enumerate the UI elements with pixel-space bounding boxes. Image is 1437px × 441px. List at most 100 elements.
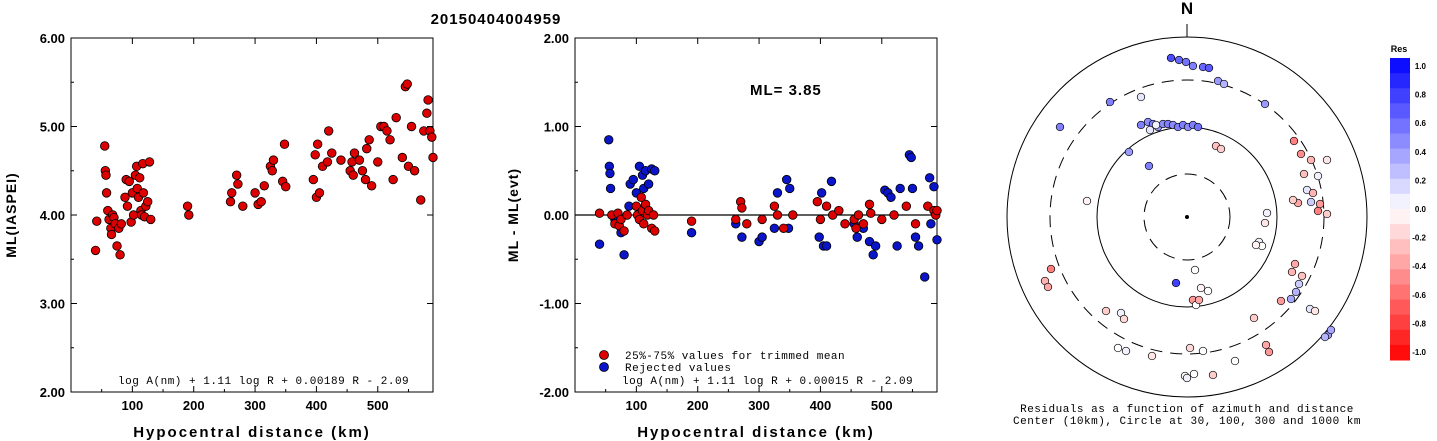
trimmed-point	[757, 214, 767, 225]
rejected-point	[643, 179, 654, 189]
data-point	[364, 135, 374, 145]
polar-point	[1194, 295, 1204, 305]
trimmed-point	[901, 201, 912, 211]
data-point	[373, 157, 383, 167]
rejected-point	[826, 176, 837, 187]
colorbar-cell	[1390, 163, 1410, 180]
trimmed-point	[877, 214, 887, 225]
polar-point	[1136, 92, 1146, 102]
rejected-point	[757, 232, 767, 242]
data-point	[336, 155, 346, 165]
data-point	[314, 188, 325, 198]
data-point	[423, 95, 433, 105]
data-point	[312, 139, 323, 149]
polar-point	[1119, 314, 1129, 324]
x-tick-label: 400	[306, 398, 328, 413]
data-point	[402, 79, 412, 89]
data-point	[428, 152, 438, 163]
rejected-point	[920, 272, 930, 282]
polar-point	[1313, 171, 1323, 181]
rejected-point	[737, 232, 747, 242]
polar-point	[1203, 286, 1213, 296]
legend-trimmed-marker	[599, 350, 609, 360]
trimmed-point	[686, 216, 697, 226]
rejected-point	[852, 232, 862, 242]
y-tick-label: 1.00	[544, 120, 569, 135]
polar-point	[1306, 197, 1316, 207]
trimmed-point	[864, 199, 875, 210]
polar-point	[1291, 287, 1301, 297]
polar-point	[1043, 282, 1053, 292]
data-point	[138, 188, 149, 198]
polar-point	[1294, 279, 1304, 289]
rejected-point	[619, 250, 629, 260]
polar-point	[1082, 196, 1092, 206]
polar-point	[1196, 283, 1206, 293]
center-dot	[1185, 215, 1189, 219]
legend-rejected-label: Rejected values	[625, 363, 732, 375]
data-point	[391, 112, 401, 123]
rejected-point	[886, 192, 896, 203]
rejected-point	[892, 241, 902, 251]
data-point	[256, 197, 266, 207]
polar-point	[1101, 306, 1111, 316]
rejected-point	[929, 181, 939, 192]
x-tick-label: 200	[687, 398, 709, 413]
colorbar-cell	[1390, 193, 1410, 210]
colorbar-cell	[1390, 133, 1410, 150]
left-plot-frame	[70, 37, 434, 393]
data-point	[92, 216, 102, 226]
polar-point	[1113, 343, 1123, 353]
trimmed-point	[639, 219, 649, 229]
y-tick-label: -1.00	[539, 297, 569, 312]
x-tick-label: 300	[748, 398, 770, 413]
rejected-point	[686, 227, 697, 238]
data-point	[427, 132, 437, 142]
data-point	[135, 173, 145, 183]
polar-point	[1286, 294, 1296, 304]
polar-point	[1151, 120, 1161, 130]
colorbar-cell	[1390, 148, 1410, 165]
data-point	[112, 241, 122, 251]
polar-point	[1166, 53, 1176, 63]
data-point	[238, 201, 248, 211]
data-point	[90, 245, 101, 256]
colorbar-label: -0.6	[1412, 291, 1426, 300]
azimuth-distance-panel: N Residuals as a function of azimuth and…	[1006, 0, 1368, 428]
x-tick-label: 200	[183, 398, 205, 413]
data-point	[385, 135, 395, 145]
rejected-point	[628, 174, 638, 185]
trimmed-point	[858, 219, 869, 229]
trimmed-point	[834, 205, 844, 216]
rejected-point	[816, 188, 827, 198]
trimmed-point	[742, 219, 752, 229]
data-point	[397, 152, 408, 163]
data-point	[267, 166, 277, 176]
x-tick-label: 300	[244, 398, 266, 413]
polar-point	[1322, 155, 1332, 165]
colorbar-cell	[1390, 344, 1410, 361]
polar-point	[1262, 208, 1272, 218]
residual-colorbar: Res 1.0 0.8 0.6 0.4 0.2 0.0 -0.2 -0.4 -0.6 -0.8 -1…	[1390, 44, 1427, 361]
rejected-point	[821, 241, 832, 251]
data-point	[225, 197, 236, 207]
colorbar-label: 0.0	[1415, 205, 1427, 214]
colorbar-cells	[1390, 58, 1410, 361]
polar-point	[1105, 97, 1115, 107]
colorbar-label: 1.0	[1415, 62, 1427, 71]
polar-point	[1144, 161, 1154, 171]
polar-point	[1287, 267, 1297, 277]
data-point	[116, 219, 127, 229]
polar-point	[1174, 55, 1184, 65]
y-tick-label: 3.00	[40, 297, 65, 312]
colorbar-cell	[1390, 329, 1410, 346]
data-point	[310, 150, 320, 160]
data-point	[322, 157, 333, 167]
colorbar-cell	[1390, 224, 1410, 240]
rejected-point	[906, 152, 916, 163]
legend-trimmed-label: 25%-75% values for trimmed mean	[625, 351, 845, 363]
rejected-point	[910, 232, 921, 242]
trimmed-point	[772, 210, 783, 220]
data-point	[362, 143, 372, 154]
polar-point	[1124, 147, 1134, 157]
